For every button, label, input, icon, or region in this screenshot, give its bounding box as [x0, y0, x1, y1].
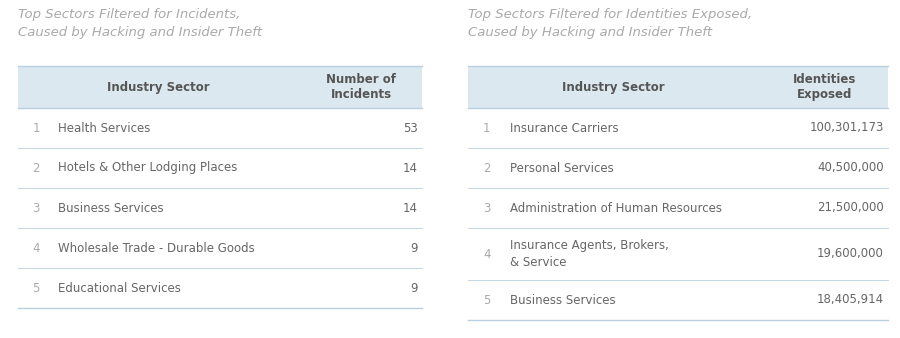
- Text: 4: 4: [483, 247, 490, 261]
- Text: 9: 9: [410, 282, 418, 294]
- Text: Insurance Carriers: Insurance Carriers: [509, 121, 618, 135]
- Text: 19,600,000: 19,600,000: [817, 247, 884, 261]
- Text: 5: 5: [483, 293, 490, 307]
- Text: Hotels & Other Lodging Places: Hotels & Other Lodging Places: [58, 162, 238, 174]
- Text: Number of
Incidents: Number of Incidents: [327, 73, 396, 101]
- Text: Wholesale Trade - Durable Goods: Wholesale Trade - Durable Goods: [58, 241, 255, 255]
- Text: Insurance Agents, Brokers,
& Service: Insurance Agents, Brokers, & Service: [509, 239, 669, 269]
- Text: Business Services: Business Services: [509, 293, 616, 307]
- Text: Industry Sector: Industry Sector: [106, 80, 209, 94]
- Text: 100,301,173: 100,301,173: [810, 121, 884, 135]
- Text: 1: 1: [483, 121, 490, 135]
- Text: Top Sectors Filtered for Identities Exposed,
Caused by Hacking and Insider Theft: Top Sectors Filtered for Identities Expo…: [468, 8, 752, 39]
- Text: 2: 2: [32, 162, 40, 174]
- Text: 3: 3: [483, 201, 490, 215]
- Text: 9: 9: [410, 241, 418, 255]
- Text: 3: 3: [32, 201, 40, 215]
- Text: Educational Services: Educational Services: [58, 282, 181, 294]
- Text: 5: 5: [32, 282, 40, 294]
- Text: Administration of Human Resources: Administration of Human Resources: [509, 201, 722, 215]
- Text: Industry Sector: Industry Sector: [562, 80, 665, 94]
- Text: 21,500,000: 21,500,000: [817, 201, 884, 215]
- Text: 14: 14: [403, 201, 418, 215]
- Bar: [468, 66, 888, 108]
- Text: 14: 14: [403, 162, 418, 174]
- Text: 53: 53: [403, 121, 418, 135]
- Text: 40,500,000: 40,500,000: [817, 162, 884, 174]
- Text: Personal Services: Personal Services: [509, 162, 614, 174]
- Text: Identities
Exposed: Identities Exposed: [793, 73, 857, 101]
- Text: 2: 2: [483, 162, 490, 174]
- Text: 4: 4: [32, 241, 40, 255]
- Text: 18,405,914: 18,405,914: [817, 293, 884, 307]
- Bar: [18, 66, 422, 108]
- Text: Health Services: Health Services: [58, 121, 150, 135]
- Text: 1: 1: [32, 121, 40, 135]
- Text: Top Sectors Filtered for Incidents,
Caused by Hacking and Insider Theft: Top Sectors Filtered for Incidents, Caus…: [18, 8, 262, 39]
- Text: Business Services: Business Services: [58, 201, 164, 215]
